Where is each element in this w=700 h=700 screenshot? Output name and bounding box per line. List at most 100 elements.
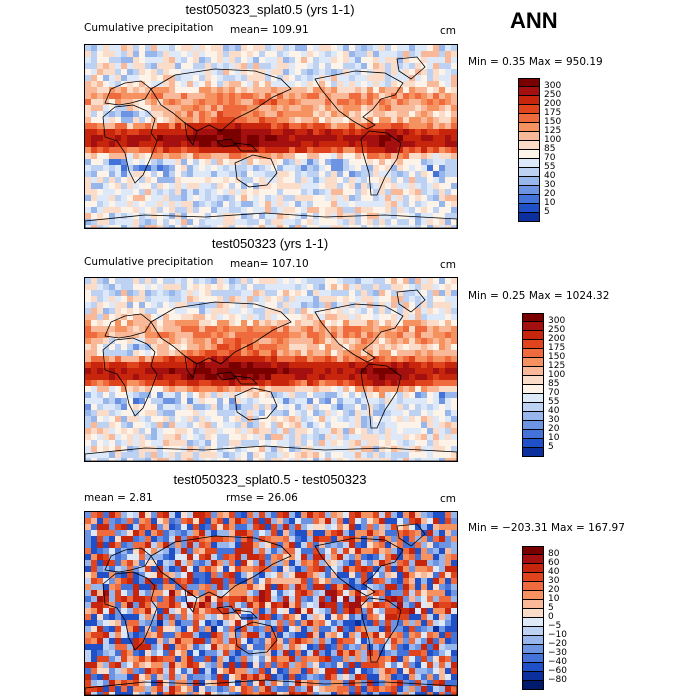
colorbar-swatch <box>522 394 544 403</box>
coastline <box>102 337 158 417</box>
coastline <box>150 301 292 365</box>
colorbar-tick-label: 250 <box>544 90 562 100</box>
colorbar-tick-label: 85 <box>544 144 556 154</box>
panel3-map <box>84 511 458 696</box>
colorbar-swatch <box>522 385 544 394</box>
colorbar-tick-label: 5 <box>544 207 550 217</box>
colorbar-tick-label: 20 <box>548 585 560 595</box>
colorbar-swatch <box>522 591 544 600</box>
colorbar-tick-label: 175 <box>548 343 566 353</box>
coastline <box>234 387 278 421</box>
colorbar-swatch <box>522 439 544 448</box>
colorbar-swatch <box>518 204 540 213</box>
panel3-colorbar: 80 60 40 30 20 10 5 0 −5 −10 −20 −30 −40 −60 −80 <box>522 546 567 690</box>
colorbar-tick-label: 150 <box>544 117 562 127</box>
colorbar-tick-label: 125 <box>544 126 562 136</box>
colorbar-tick-label: −10 <box>548 630 567 640</box>
colorbar-swatch <box>518 105 540 114</box>
colorbar-tick-label: 10 <box>548 433 560 443</box>
colorbar-swatch <box>518 87 540 96</box>
colorbar-swatch <box>522 421 544 430</box>
colorbar-swatch <box>522 322 544 331</box>
coastline <box>216 371 258 385</box>
coastline <box>314 70 404 130</box>
colorbar-tick-label: 5 <box>548 442 554 452</box>
coastline <box>396 56 426 80</box>
colorbar-swatch <box>522 313 544 322</box>
colorbar-tick-label: 60 <box>548 558 560 568</box>
colorbar-swatch <box>522 645 544 654</box>
colorbar-swatch <box>518 213 540 222</box>
colorbar-tick-label: 10 <box>544 198 556 208</box>
colorbar-tick-label: 250 <box>548 325 566 335</box>
colorbar-tick-label: 20 <box>548 424 560 434</box>
coastline <box>184 589 198 613</box>
colorbar-tick-label: 70 <box>544 153 556 163</box>
coastline <box>102 104 158 184</box>
colorbar-tick-label: 125 <box>548 361 566 371</box>
colorbar-swatch <box>518 114 540 123</box>
coastline <box>314 303 404 363</box>
colorbar-swatch <box>522 582 544 591</box>
colorbar-swatch <box>522 331 544 340</box>
colorbar-tick-label: 40 <box>548 567 560 577</box>
colorbar-swatch <box>518 168 540 177</box>
colorbar-swatch <box>518 141 540 150</box>
colorbar-tick-label: 30 <box>544 180 556 190</box>
panel1-title: test050323_splat0.5 (yrs 1-1) <box>185 2 355 17</box>
coastline <box>396 523 426 547</box>
coastline <box>102 571 158 651</box>
coastline <box>184 355 198 379</box>
panel1-map <box>84 44 458 229</box>
colorbar-swatch <box>522 609 544 618</box>
coastline <box>216 605 258 619</box>
colorbar-swatch <box>522 555 544 564</box>
colorbar-swatch <box>518 132 540 141</box>
colorbar-swatch <box>522 600 544 609</box>
colorbar-tick-label: 30 <box>548 415 560 425</box>
colorbar-swatch <box>522 618 544 627</box>
colorbar-tick-label: 40 <box>548 406 560 416</box>
colorbar-swatch <box>522 376 544 385</box>
colorbar-tick-label: −80 <box>548 675 567 685</box>
panel1-colorbar: 300 250 200 175 150 125 100 85 70 55 40 30 20 10 5 <box>518 78 561 222</box>
colorbar-swatch <box>518 177 540 186</box>
colorbar-swatch <box>522 412 544 421</box>
colorbar-swatch <box>522 340 544 349</box>
colorbar-tick-label: 20 <box>544 189 556 199</box>
colorbar-swatch <box>522 663 544 672</box>
colorbar-swatch <box>522 358 544 367</box>
colorbar-tick-label: 85 <box>548 379 560 389</box>
coastline <box>314 537 404 597</box>
colorbar-swatch <box>522 573 544 582</box>
colorbar-swatch <box>522 636 544 645</box>
coastline <box>360 363 402 429</box>
colorbar-tick-label: 175 <box>544 108 562 118</box>
colorbar-tick-label: 80 <box>548 549 560 559</box>
panel3-minmax: Min = −203.31 Max = 167.97 <box>468 522 625 534</box>
coastline <box>150 68 292 132</box>
colorbar-tick-label: 100 <box>544 135 562 145</box>
coastline <box>85 445 457 461</box>
panel2-title: test050323 (yrs 1-1) <box>211 236 329 251</box>
coastline <box>184 122 198 146</box>
panel2-minmax: Min = 0.25 Max = 1024.32 <box>468 290 610 302</box>
coastline <box>360 597 402 663</box>
colorbar-tick-label: −20 <box>548 639 567 649</box>
colorbar-swatch <box>518 123 540 132</box>
panel2-variable-label: Cumulative precipitation <box>84 256 214 268</box>
colorbar-tick-label: 30 <box>548 576 560 586</box>
colorbar-tick-label: −60 <box>548 666 567 676</box>
coastline <box>396 289 426 313</box>
colorbar-swatch <box>518 78 540 87</box>
panel1-variable-label: Cumulative precipitation <box>84 22 214 34</box>
colorbar-tick-label: 55 <box>548 397 560 407</box>
coastline <box>234 154 278 188</box>
coastline <box>360 130 402 196</box>
colorbar-tick-label: 5 <box>548 603 554 613</box>
coastline <box>150 535 292 599</box>
panel1-mean: mean= 109.91 <box>230 24 309 36</box>
colorbar-tick-label: 40 <box>544 171 556 181</box>
colorbar-swatch <box>522 448 544 457</box>
panel2-map <box>84 277 458 462</box>
